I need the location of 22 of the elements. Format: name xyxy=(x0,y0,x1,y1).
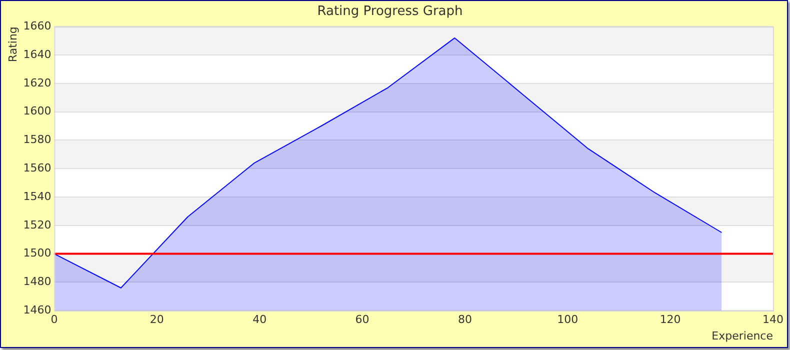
chart-title: Rating Progress Graph xyxy=(317,4,463,20)
y-tick-label: 1460 xyxy=(23,303,52,316)
x-tick-label: 120 xyxy=(660,313,681,326)
y-tick-label: 1540 xyxy=(23,190,52,203)
y-axis-title: Rating xyxy=(6,26,20,62)
y-tick-label: 1580 xyxy=(23,133,52,146)
x-tick-label: 100 xyxy=(557,313,578,326)
x-axis-title: Experience xyxy=(712,329,774,342)
y-tick-label: 1480 xyxy=(23,275,52,288)
x-tick-label: 80 xyxy=(458,313,472,326)
x-tick-label: 0 xyxy=(50,313,58,326)
y-tick-label: 1500 xyxy=(23,246,52,260)
y-tick-label: 1600 xyxy=(23,104,52,118)
x-tick-label: 60 xyxy=(355,313,370,326)
x-tick-label: 140 xyxy=(762,313,784,326)
y-tick-label: 1620 xyxy=(23,76,52,90)
x-tick-label: 20 xyxy=(150,313,164,326)
y-tick-label: 1520 xyxy=(23,218,52,232)
y-tick-label: 1560 xyxy=(23,161,52,174)
y-tick-label: 1660 xyxy=(23,19,52,32)
y-tick-label: 1640 xyxy=(23,48,52,61)
x-tick-label: 40 xyxy=(252,313,267,326)
